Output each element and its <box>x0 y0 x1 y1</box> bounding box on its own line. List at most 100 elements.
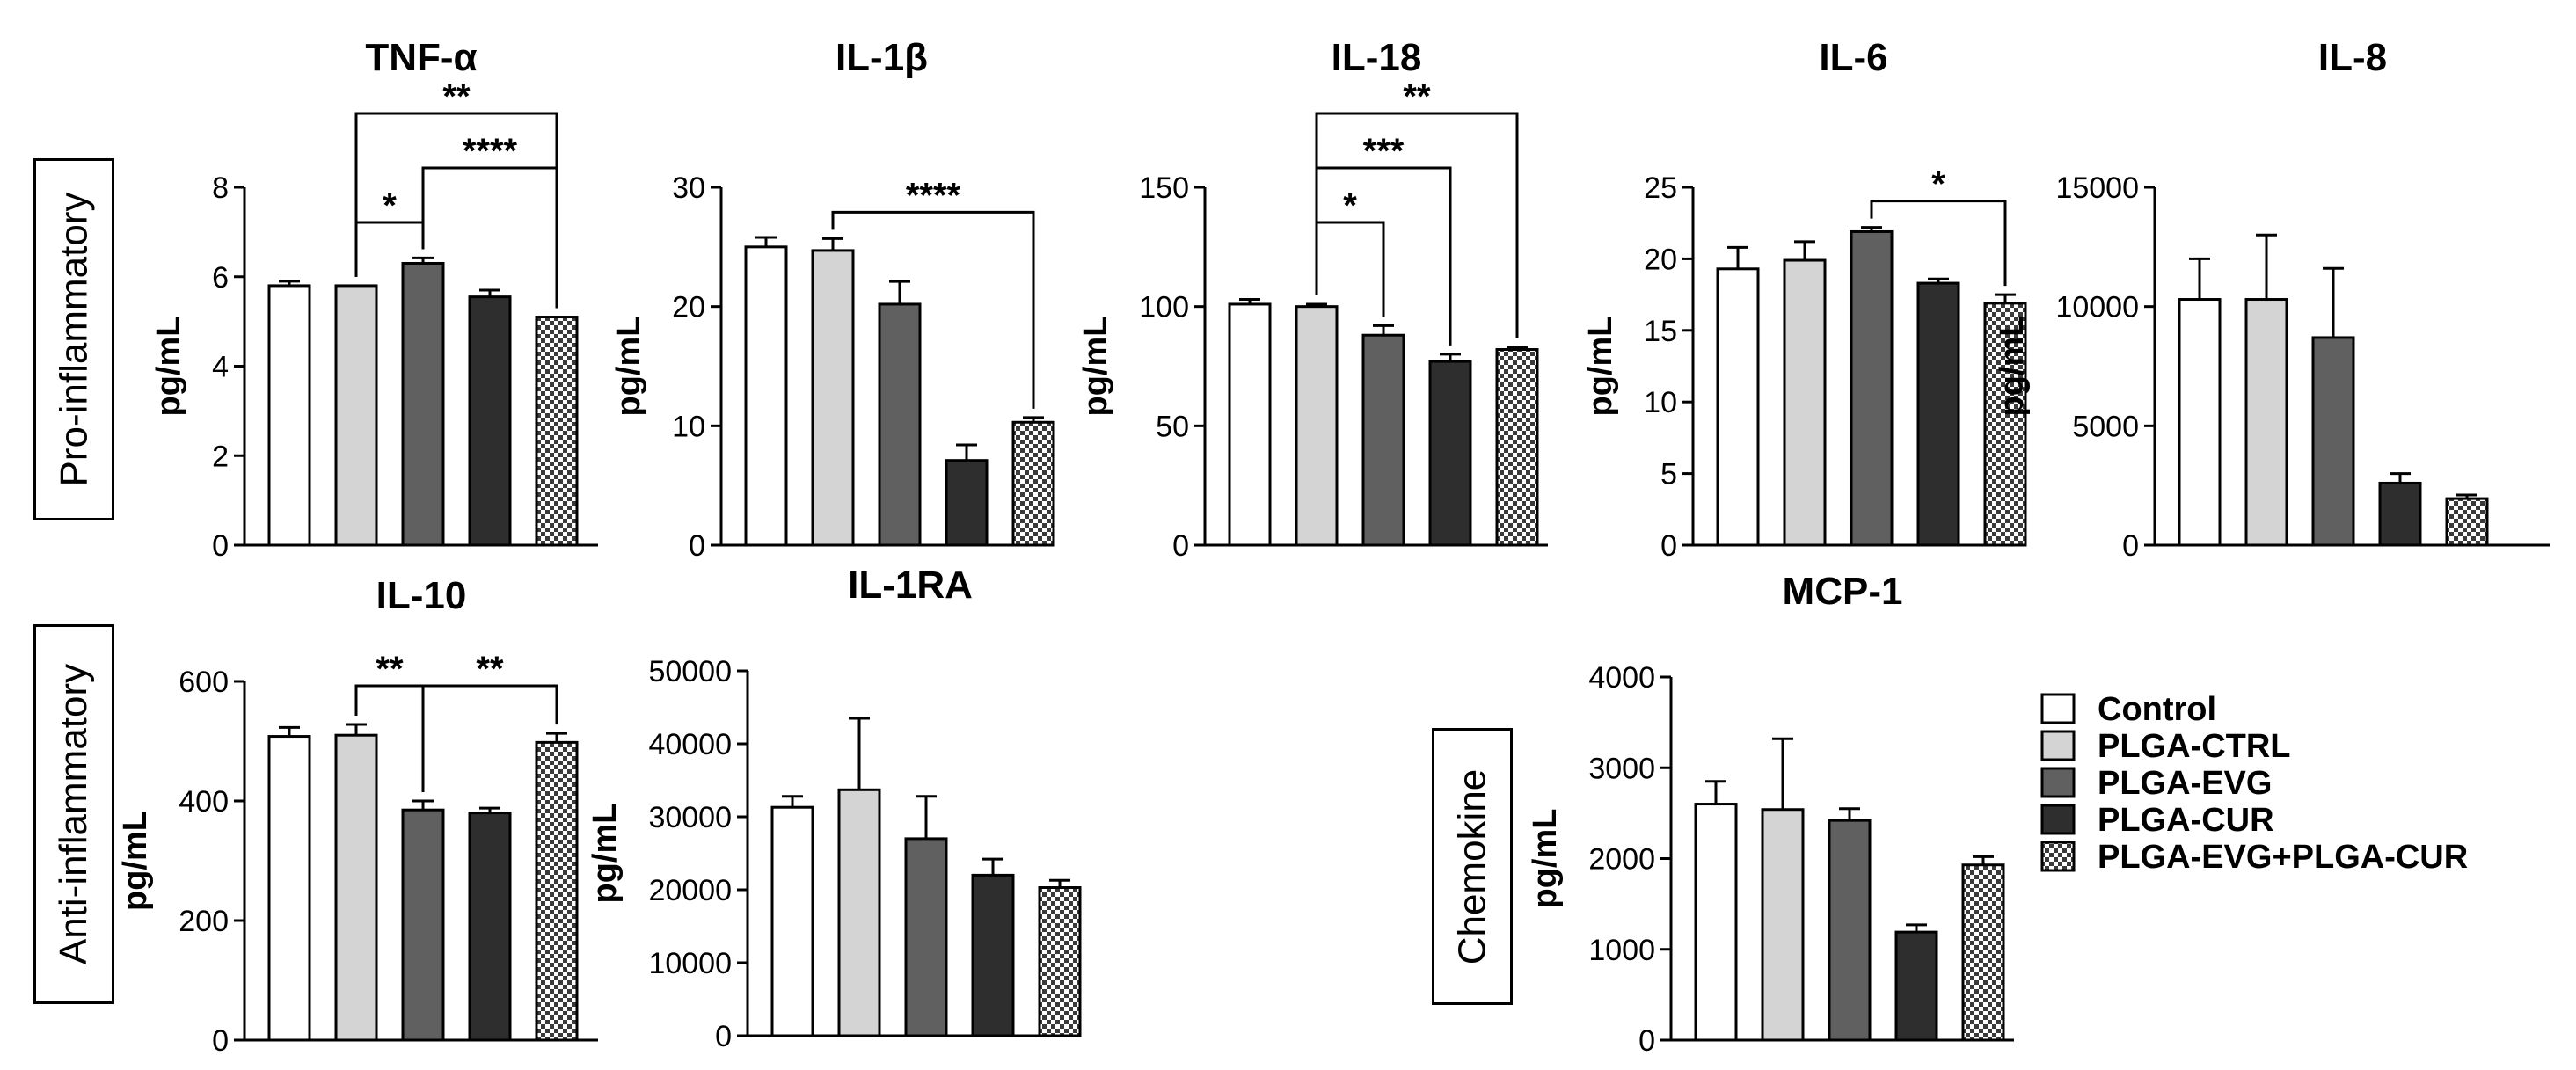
bar-plga-ctrl <box>334 284 378 547</box>
y-tick-label: 10000 <box>648 947 732 980</box>
y-axis-label: pg/mL <box>150 317 187 417</box>
bar-control <box>2178 298 2222 547</box>
significance-bracket <box>1870 200 2007 287</box>
significance-bracket <box>1315 112 1519 338</box>
significance-label: ** <box>376 650 404 688</box>
y-tick-label: 50 <box>1156 410 1189 443</box>
significance-label: **** <box>906 176 961 215</box>
bar-control <box>267 284 311 547</box>
y-tick-label: 2 <box>212 440 229 473</box>
y-tick-label: 4000 <box>1588 661 1655 695</box>
bar-control <box>1694 803 1738 1042</box>
bar-plga-evg-plga-cur <box>535 740 579 1042</box>
legend-swatch-plga-evg-plga-cur <box>2040 841 2076 872</box>
chart-il-6: IL-6 0 5 10 15 20 25 pg/mL * <box>1582 36 2027 563</box>
bar-plga-evg-plga-cur <box>1038 886 1082 1037</box>
y-tick-label: 0 <box>212 1024 229 1058</box>
y-tick-label: 0 <box>715 1020 732 1053</box>
chart-mcp-1: MCP-1 0 1000 2000 3000 4000 pg/mL <box>1527 570 2014 1058</box>
chart-title: IL-6 <box>1819 36 1887 79</box>
bar-plga-ctrl <box>1761 808 1805 1042</box>
y-tick-label: 4 <box>212 351 229 384</box>
y-tick-label: 0 <box>1638 1024 1655 1058</box>
bar-plga-cur <box>1916 281 1960 547</box>
y-tick-label: 8 <box>212 171 229 205</box>
y-tick-label: 600 <box>179 666 229 699</box>
y-axis-label: pg/mL <box>1077 317 1114 417</box>
bar-control <box>770 805 814 1037</box>
significance-label: *** <box>1363 132 1405 171</box>
bar-plga-evg <box>2311 336 2355 547</box>
significance-bracket <box>421 684 558 792</box>
chart-title: IL-18 <box>1332 36 1422 79</box>
bar-control <box>267 735 311 1042</box>
legend-swatch-plga-evg <box>2040 767 2076 798</box>
bar-plga-ctrl <box>1295 305 1339 547</box>
bar-plga-cur <box>945 459 989 547</box>
bar-plga-cur <box>2378 481 2422 547</box>
bar-plga-ctrl <box>1783 258 1827 547</box>
bar-plga-cur <box>1894 930 1938 1042</box>
y-tick-label: 100 <box>1139 291 1189 324</box>
bar-plga-ctrl <box>2244 298 2288 547</box>
bar-plga-ctrl <box>334 733 378 1042</box>
y-tick-label: 20000 <box>648 874 732 907</box>
y-tick-label: 0 <box>689 529 705 563</box>
y-axis-label: pg/mL <box>1994 317 2031 417</box>
bar-plga-evg-plga-cur <box>1961 863 2005 1042</box>
y-tick-label: 6 <box>212 261 229 295</box>
chart-title: IL-1β <box>836 36 928 79</box>
chart-title: IL-1RA <box>848 564 973 607</box>
y-tick-label: 20 <box>1644 243 1677 276</box>
chart-title: IL-10 <box>376 574 467 617</box>
bar-plga-evg <box>878 302 922 547</box>
legend-swatch-control <box>2040 693 2076 724</box>
bar-control <box>744 245 788 547</box>
significance-label: * <box>383 186 397 225</box>
y-tick-label: 0 <box>1172 529 1189 563</box>
legend-swatch-plga-cur <box>2040 804 2076 835</box>
bar-plga-cur <box>468 295 512 547</box>
y-tick-label: 5000 <box>2072 410 2139 443</box>
chart-title: IL-8 <box>2318 36 2387 79</box>
y-tick-label: 15 <box>1644 315 1677 348</box>
y-tick-label: 150 <box>1139 171 1189 205</box>
y-tick-label: 5 <box>1660 458 1677 491</box>
bar-plga-evg <box>904 837 948 1037</box>
y-tick-label: 20 <box>672 291 705 324</box>
significance-label: * <box>1931 165 1945 204</box>
significance-label: * <box>1343 186 1357 225</box>
row-label-anti-inflammatory: Anti-inflammatory <box>33 624 114 1004</box>
significance-label: ** <box>476 650 504 688</box>
y-axis-label: pg/mL <box>117 811 154 911</box>
y-tick-label: 0 <box>212 529 229 563</box>
y-tick-label: 10000 <box>2055 291 2139 324</box>
bar-control <box>1716 267 1760 547</box>
y-tick-label: 0 <box>2122 529 2139 563</box>
bar-plga-evg-plga-cur <box>1495 348 1539 547</box>
bar-plga-cur <box>468 812 512 1042</box>
y-tick-label: 10 <box>1644 386 1677 419</box>
significance-bracket <box>1315 221 1385 317</box>
significance-label: ** <box>1403 77 1431 116</box>
y-tick-label: 15000 <box>2055 171 2139 205</box>
legend: ControlPLGA-CTRLPLGA-EVGPLGA-CURPLGA-EVG… <box>2040 691 2468 876</box>
bar-plga-cur <box>971 873 1015 1037</box>
bar-plga-evg <box>401 261 445 547</box>
bar-plga-evg-plga-cur <box>2445 497 2489 547</box>
y-tick-label: 1000 <box>1588 934 1655 967</box>
y-tick-label: 2000 <box>1588 843 1655 877</box>
y-tick-label: 3000 <box>1588 752 1655 785</box>
legend-label-plga-cur: PLGA-CUR <box>2098 802 2274 839</box>
bar-control <box>1228 302 1272 547</box>
y-tick-label: 30000 <box>648 801 732 834</box>
bar-plga-ctrl <box>837 788 881 1037</box>
row-label-pro-inflammatory: Pro-inflammatory <box>33 158 114 520</box>
y-tick-label: 50000 <box>648 655 732 688</box>
chart-title: MCP-1 <box>1783 570 1903 613</box>
significance-bracket <box>354 112 558 309</box>
chart-il-10: IL-10 0 200 400 600 pg/mL ** ** <box>117 574 598 1058</box>
legend-label-plga-ctrl: PLGA-CTRL <box>2098 728 2291 765</box>
